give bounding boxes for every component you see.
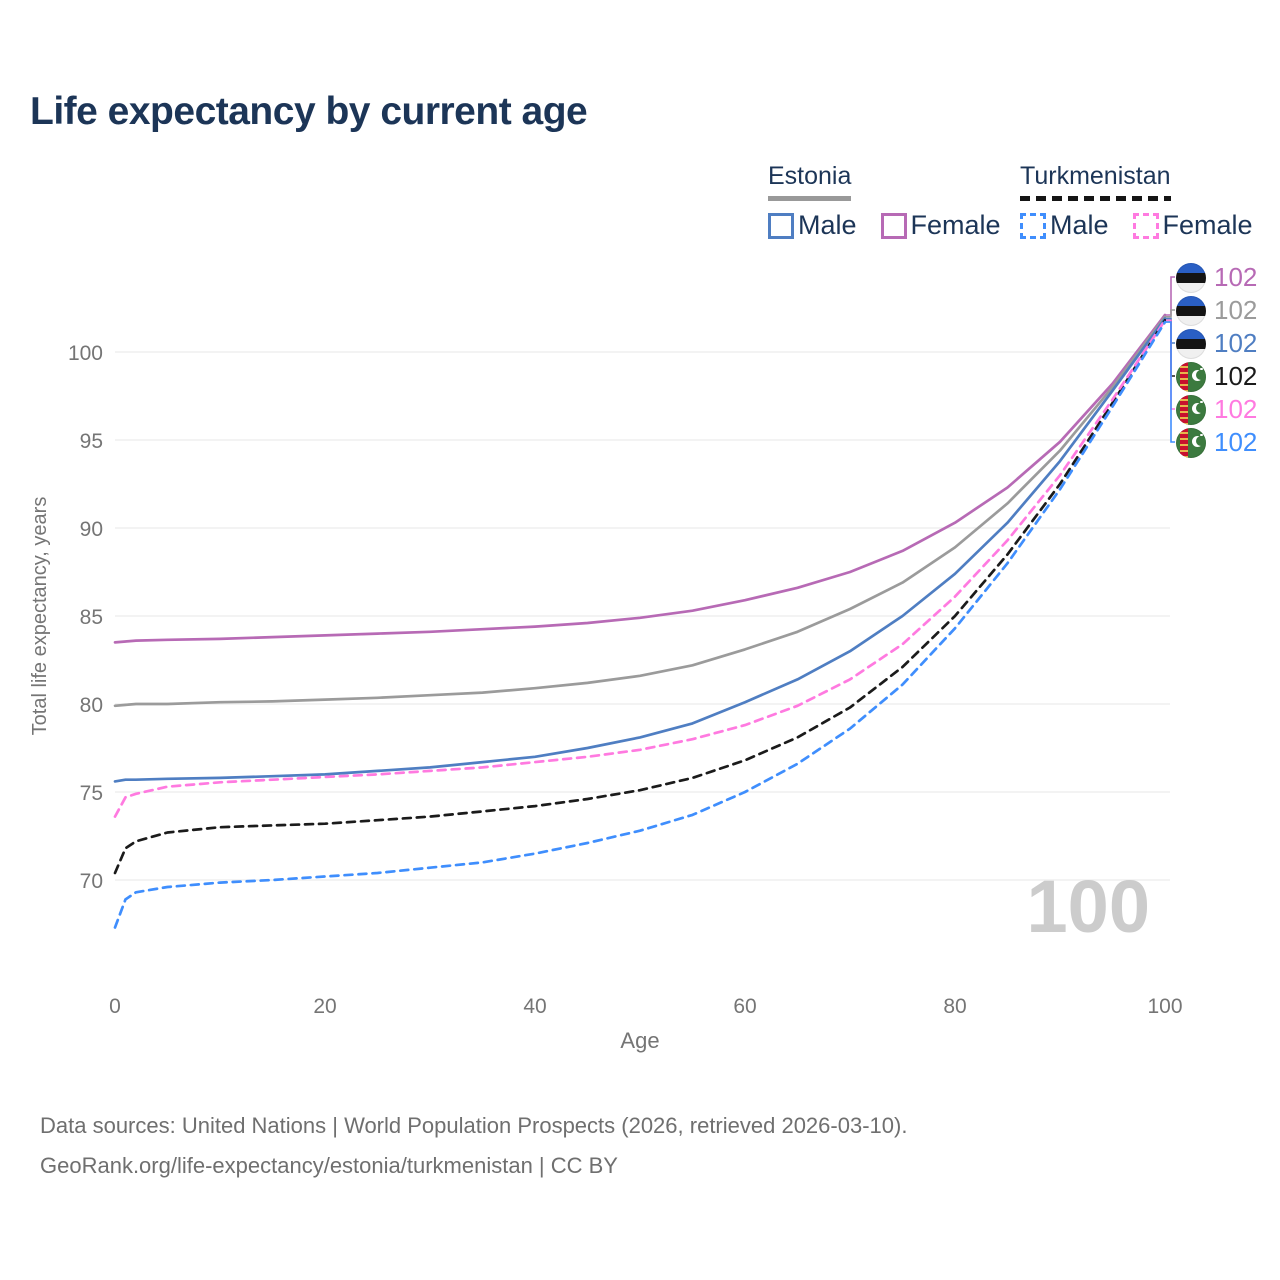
series-line-estonia-male xyxy=(113,317,1167,783)
leader-line xyxy=(1166,309,1175,318)
legend-item-label: Female xyxy=(910,210,1001,240)
flag-star xyxy=(1200,433,1203,436)
page-title: Life expectancy by current age xyxy=(30,90,588,133)
end-value-label: 102 xyxy=(1214,328,1258,358)
series-line-turkmenistan-male xyxy=(113,320,1167,929)
legend-item-estonia-male[interactable]: Male xyxy=(768,210,857,241)
legend-item-estonia-female[interactable]: Female xyxy=(880,210,1001,241)
y-tick-label: 95 xyxy=(80,430,103,453)
flag-band xyxy=(1180,394,1188,425)
y-axis-title: Total life expectancy, years xyxy=(29,497,51,736)
end-value-label: 102 xyxy=(1214,394,1258,424)
x-tick-label: 80 xyxy=(943,995,966,1018)
legend-country-turkmenistan: Turkmenistan xyxy=(1020,162,1171,201)
data-sources-text: Data sources: United Nations | World Pop… xyxy=(40,1113,908,1138)
end-label-row-turkmenistan-male: 102 xyxy=(1176,427,1257,458)
estonia-female-checkbox-icon[interactable] xyxy=(880,212,907,239)
estonia-flag-icon xyxy=(1176,295,1206,326)
flag-crescent xyxy=(1192,435,1206,447)
estonia-flag-icon xyxy=(1176,262,1206,293)
legend-group-turkmenistan: Turkmenistan Male Female xyxy=(1020,162,1253,241)
footer: Data sources: United Nations | World Pop… xyxy=(40,1106,907,1186)
turkmenistan-flag-icon xyxy=(1176,427,1206,458)
end-label-row-estonia-male: 102 xyxy=(1176,328,1257,359)
legend-country-estonia: Estonia xyxy=(768,162,852,201)
legend-item-label: Male xyxy=(1050,210,1109,240)
end-label-row-estonia-female: 102 xyxy=(1176,262,1257,293)
flag-star xyxy=(1200,367,1203,370)
leader-line xyxy=(1166,276,1175,316)
legend-item-label: Female xyxy=(1162,210,1253,240)
age-counter-watermark: 100 xyxy=(1026,865,1150,948)
estonia-line-style-swatch xyxy=(768,196,852,201)
turkmenistan-female-checkbox-icon[interactable] xyxy=(1132,212,1159,239)
series-line-turkmenistan-female xyxy=(113,318,1167,818)
leader-line xyxy=(1166,321,1175,443)
x-tick-label: 0 xyxy=(109,995,121,1018)
legend-item-turkmenistan-male[interactable]: Male xyxy=(1020,210,1109,241)
turkmenistan-line-style-swatch xyxy=(1020,196,1171,201)
y-tick-label: 70 xyxy=(80,870,103,893)
legend-country-label: Estonia xyxy=(768,162,852,190)
legend-item-label: Male xyxy=(798,210,857,240)
turkmenistan-flag-icon xyxy=(1176,361,1206,392)
end-label-row-turkmenistan-both-sexes: 102 xyxy=(1176,361,1257,392)
end-value-label: 102 xyxy=(1214,295,1258,325)
series-line-turkmenistan-both-sexes xyxy=(113,318,1167,875)
y-tick-label: 80 xyxy=(80,694,103,717)
end-label-row-turkmenistan-female: 102 xyxy=(1176,394,1257,425)
series-line-estonia-both-sexes xyxy=(113,315,1167,708)
y-tick-label: 100 xyxy=(68,342,103,365)
estonia-male-checkbox-icon[interactable] xyxy=(768,212,794,239)
x-tick-label: 40 xyxy=(523,995,546,1018)
x-tick-label: 20 xyxy=(313,995,336,1018)
y-tick-label: 85 xyxy=(80,606,103,629)
x-tick-label: 60 xyxy=(733,995,756,1018)
legend-group-estonia: Estonia Male Female xyxy=(768,162,1001,241)
flag-band xyxy=(1180,361,1188,392)
end-value-label: 102 xyxy=(1214,361,1258,391)
turkmenistan-male-checkbox-icon[interactable] xyxy=(1020,212,1046,239)
x-axis-title: Age xyxy=(620,1028,659,1053)
source-url-text[interactable]: GeoRank.org/life-expectancy/estonia/turk… xyxy=(40,1153,618,1178)
y-tick-label: 90 xyxy=(80,518,103,541)
legend-item-turkmenistan-female[interactable]: Female xyxy=(1132,210,1253,241)
estonia-flag-icon xyxy=(1176,328,1206,359)
flag-crescent xyxy=(1192,369,1206,381)
flag-star xyxy=(1200,400,1203,403)
end-label-row-estonia-both-sexes: 102 xyxy=(1176,295,1257,326)
x-tick-label: 100 xyxy=(1147,995,1182,1018)
series-line-estonia-female xyxy=(113,313,1167,644)
end-value-label: 102 xyxy=(1214,262,1258,292)
y-tick-label: 75 xyxy=(80,782,103,805)
legend-country-label: Turkmenistan xyxy=(1020,162,1171,190)
flag-crescent xyxy=(1192,402,1206,414)
turkmenistan-flag-icon xyxy=(1176,394,1206,425)
flag-band xyxy=(1180,427,1188,458)
end-value-label: 102 xyxy=(1214,427,1258,457)
